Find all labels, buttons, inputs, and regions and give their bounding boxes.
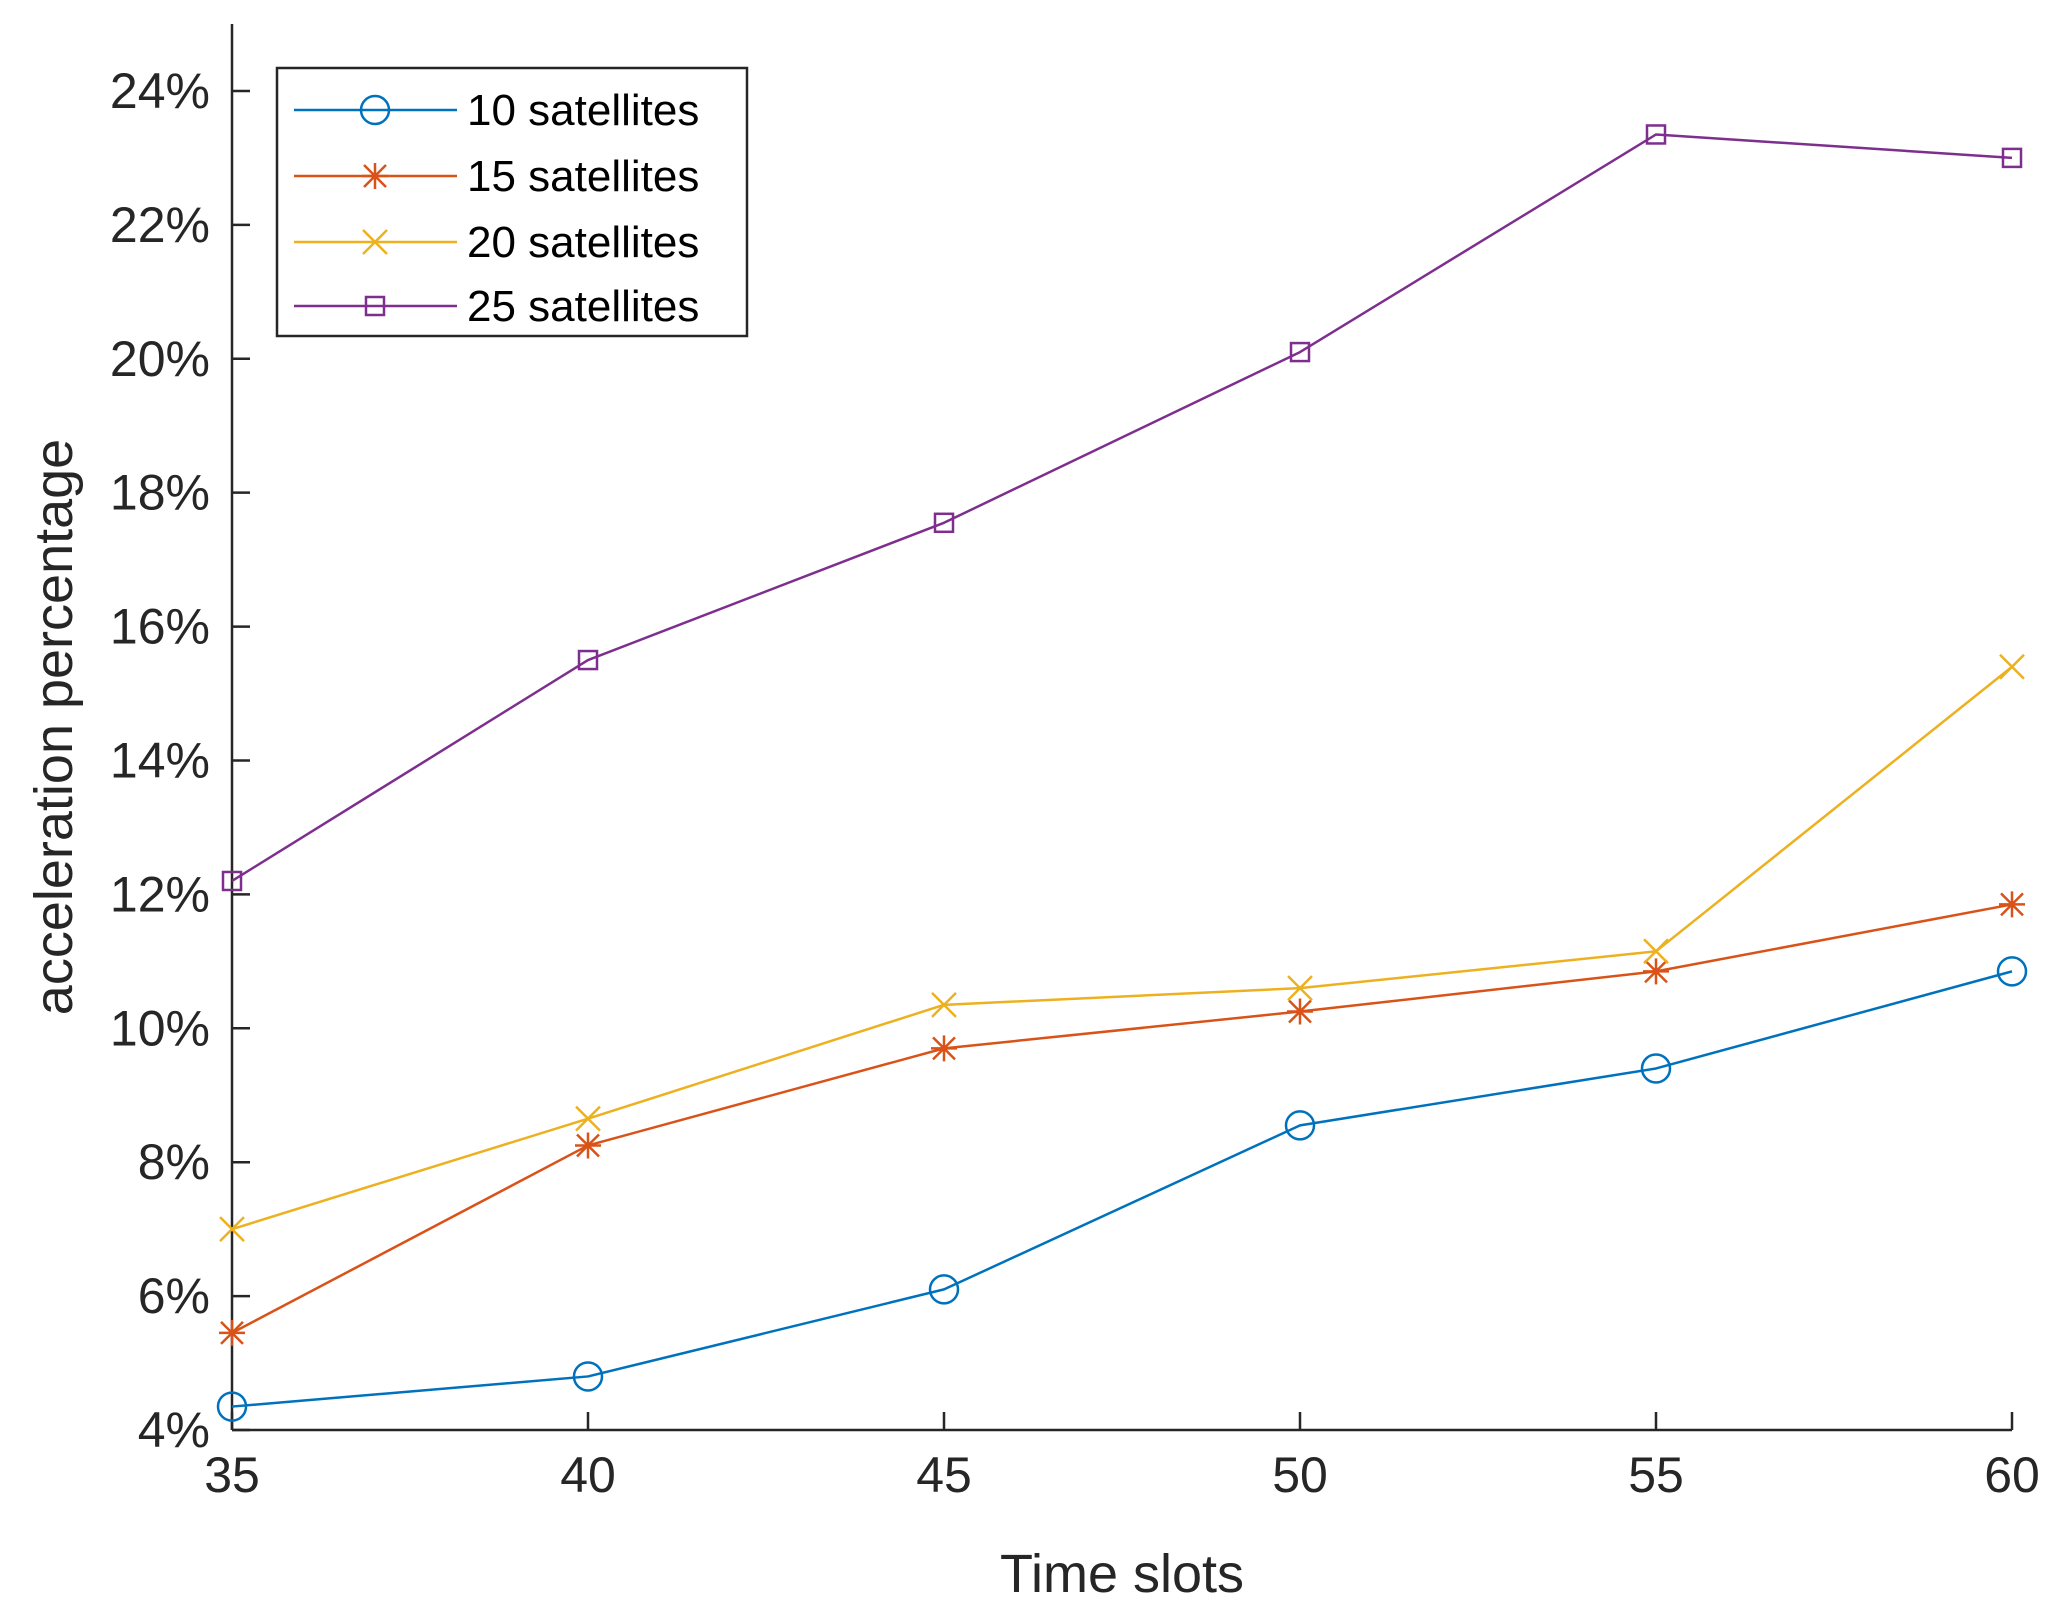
x-tick-label: 35 <box>204 1447 260 1503</box>
data-point <box>1289 341 1311 363</box>
y-tick-label: 12% <box>110 866 210 922</box>
axes: 35 40 45 50 55 60 4% 6% 8% 10% 12% 14% 16% 18% 20% 22% 2… <box>110 24 2040 1503</box>
data-point <box>1640 1053 1672 1084</box>
y-tick-label: 6% <box>138 1268 210 1324</box>
y-tick-label: 18% <box>110 465 210 521</box>
legend-label: 25 satellites <box>467 282 699 331</box>
data-point <box>216 1391 248 1422</box>
y-tick-label: 10% <box>110 1000 210 1056</box>
x-axis-title: Time slots <box>1000 1544 1244 1604</box>
legend-label: 20 satellites <box>467 218 699 267</box>
series-group <box>216 124 2028 1422</box>
legend-item: 25 satellites <box>294 282 699 331</box>
y-tick-label: 14% <box>110 732 210 788</box>
series-line <box>231 970 2013 1408</box>
data-point <box>931 1035 957 1062</box>
legend-item: 10 satellites <box>294 86 699 135</box>
series-line <box>231 903 2013 1335</box>
y-tick-label: 22% <box>110 197 210 253</box>
y-tick-label: 16% <box>110 599 210 655</box>
data-point <box>572 1361 604 1392</box>
series-line <box>231 133 2013 883</box>
x-tick-label: 60 <box>1984 1447 2040 1503</box>
y-axis-title: acceleration percentage <box>24 439 84 1015</box>
x-tick-label: 40 <box>560 1447 616 1503</box>
y-tick-label: 20% <box>110 331 210 387</box>
series-1 <box>216 956 2028 1422</box>
data-point <box>928 1274 960 1305</box>
data-point <box>219 1216 245 1243</box>
y-tick-label: 8% <box>138 1134 210 1190</box>
legend-item: 20 satellites <box>294 218 699 267</box>
legend-marker <box>359 94 391 126</box>
data-point <box>1999 891 2025 918</box>
x-tick-label: 45 <box>916 1447 972 1503</box>
legend-marker <box>362 229 388 255</box>
data-point <box>575 1105 601 1132</box>
data-point <box>1287 998 1313 1025</box>
data-point <box>931 991 957 1018</box>
legend-marker <box>364 295 386 317</box>
data-point <box>575 1132 601 1159</box>
data-point <box>1643 958 1669 985</box>
data-point <box>1643 938 1669 965</box>
y-tick-label: 24% <box>110 63 210 119</box>
series-line <box>231 665 2013 1231</box>
legend-label: 15 satellites <box>467 152 699 201</box>
data-point <box>933 512 955 534</box>
data-point <box>1287 975 1313 1001</box>
series-4 <box>221 124 2023 892</box>
y-tick-label: 4% <box>138 1402 210 1458</box>
legend-label: 10 satellites <box>467 86 699 135</box>
legend-marker <box>362 163 388 189</box>
data-point <box>221 870 243 892</box>
x-tick-label: 50 <box>1272 1447 1328 1503</box>
data-point <box>1645 124 1667 145</box>
data-point <box>1996 956 2028 987</box>
x-tick-label: 55 <box>1628 1447 1684 1503</box>
legend: 10 satellites 15 satellites 20 satellites 2… <box>275 66 749 338</box>
data-point <box>219 1319 245 1346</box>
data-point <box>577 649 599 671</box>
series-3 <box>219 653 2025 1243</box>
data-point <box>1999 653 2025 680</box>
data-point <box>1284 1110 1316 1141</box>
series-2 <box>219 891 2025 1346</box>
legend-item: 15 satellites <box>294 152 699 201</box>
data-point <box>2001 147 2023 169</box>
legend-box <box>275 66 749 338</box>
